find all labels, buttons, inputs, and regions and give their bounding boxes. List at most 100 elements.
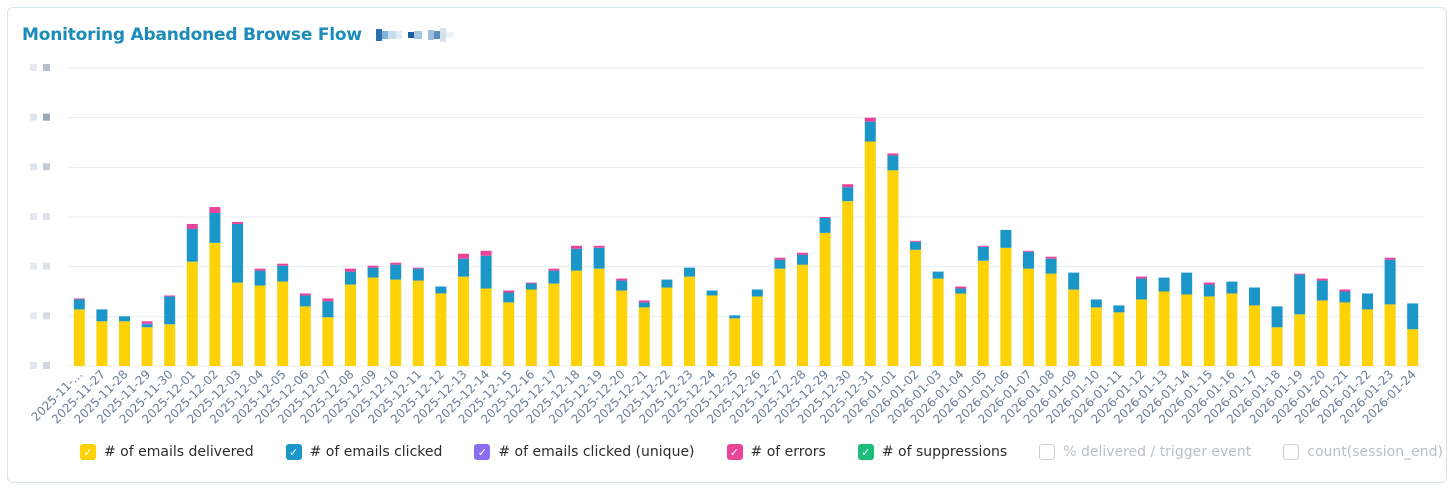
bar-of-errors bbox=[1384, 257, 1396, 260]
bar-of-emails-delivered bbox=[638, 307, 650, 366]
bar-of-emails-clicked bbox=[480, 255, 492, 289]
legend-label: count(session_end) bbox=[1307, 444, 1443, 460]
checkbox-checked-icon[interactable]: ✓ bbox=[857, 444, 874, 460]
redacted-label bbox=[375, 28, 454, 42]
chart-legend: ✓ # of emails delivered ✓ # of emails click… bbox=[80, 444, 1443, 460]
bar-of-emails-delivered bbox=[458, 276, 469, 366]
bar-of-emails-clicked bbox=[910, 241, 921, 250]
checkbox-checked-icon[interactable]: ✓ bbox=[285, 444, 302, 460]
legend-item[interactable]: ✓ # of suppressions bbox=[857, 444, 1007, 460]
legend-label: # of emails clicked bbox=[309, 444, 443, 460]
bar-of-emails-clicked bbox=[842, 187, 854, 202]
bar-of-errors bbox=[593, 245, 605, 248]
y-tick-label-redacted bbox=[30, 163, 50, 171]
checkbox-checked-icon[interactable]: ✓ bbox=[474, 444, 491, 460]
bar-of-errors bbox=[797, 252, 808, 255]
y-tick-label-redacted bbox=[30, 64, 50, 71]
bar-of-emails-delivered bbox=[1136, 299, 1147, 366]
bar-of-emails-delivered bbox=[525, 289, 537, 366]
bar-of-emails-clicked bbox=[774, 259, 786, 269]
bar-of-emails-delivered bbox=[141, 327, 153, 366]
bar-of-emails-clicked bbox=[1068, 272, 1080, 290]
bar-of-emails-clicked bbox=[435, 286, 447, 294]
bar-of-emails-clicked bbox=[186, 228, 198, 262]
bar-of-emails-clicked bbox=[638, 302, 650, 308]
bar-of-emails-delivered bbox=[367, 277, 379, 366]
bar-of-errors bbox=[1339, 289, 1351, 292]
bar-of-emails-clicked bbox=[1362, 293, 1373, 310]
bar-of-emails-delivered bbox=[503, 302, 515, 366]
bar-of-errors bbox=[322, 298, 334, 302]
bar-of-emails-delivered bbox=[887, 170, 899, 366]
bar-of-errors bbox=[232, 221, 243, 224]
bar-of-emails-clicked bbox=[751, 289, 763, 297]
bar-of-emails-delivered bbox=[1000, 247, 1012, 366]
bar-of-errors bbox=[1316, 278, 1328, 281]
y-tick-label-redacted bbox=[30, 312, 50, 320]
bar-of-emails-clicked bbox=[209, 213, 221, 243]
bar-of-emails-delivered bbox=[299, 306, 311, 366]
bar-of-errors bbox=[774, 257, 786, 260]
bar-of-emails-clicked bbox=[1181, 272, 1193, 295]
bar-of-emails-clicked bbox=[345, 271, 356, 285]
legend-item[interactable]: % delivered / trigger event bbox=[1039, 444, 1251, 460]
bar-of-emails-delivered bbox=[1384, 304, 1396, 366]
legend-item[interactable]: ✓ # of emails clicked (unique) bbox=[474, 444, 695, 460]
bar-of-errors bbox=[864, 117, 876, 122]
checkbox-empty-icon[interactable] bbox=[1039, 444, 1056, 460]
checkbox-empty-icon[interactable] bbox=[1283, 444, 1300, 460]
bar-of-errors bbox=[638, 300, 650, 303]
bar-of-emails-delivered bbox=[661, 287, 673, 366]
checkbox-checked-icon[interactable]: ✓ bbox=[726, 444, 743, 460]
legend-item[interactable]: ✓ # of emails clicked bbox=[285, 444, 443, 460]
bar-of-errors bbox=[525, 282, 537, 284]
bar-of-emails-delivered bbox=[480, 288, 492, 366]
legend-item[interactable]: count(session_end) bbox=[1283, 444, 1443, 460]
legend-item[interactable]: ✓ # of emails delivered bbox=[80, 444, 254, 460]
bar-of-emails-delivered bbox=[186, 261, 198, 366]
bar-of-emails-delivered bbox=[1339, 302, 1351, 366]
bar-of-errors bbox=[73, 298, 85, 300]
bar-of-emails-delivered bbox=[390, 279, 402, 366]
bar-of-errors bbox=[1045, 256, 1057, 259]
bar-of-emails-clicked bbox=[1249, 287, 1260, 306]
bar-of-emails-clicked bbox=[390, 264, 402, 280]
bar-of-emails-delivered bbox=[232, 282, 243, 366]
bar-of-emails-clicked bbox=[254, 270, 266, 286]
bar-of-emails-clicked bbox=[797, 254, 808, 265]
bar-of-errors bbox=[277, 263, 289, 266]
bar-of-emails-clicked bbox=[96, 309, 108, 322]
bar-of-errors bbox=[186, 223, 198, 229]
bar-of-emails-clicked bbox=[977, 246, 989, 261]
bar-of-emails-delivered bbox=[164, 324, 176, 366]
bar-of-emails-clicked bbox=[1294, 274, 1306, 315]
bar-of-errors bbox=[412, 267, 424, 269]
bar-of-errors bbox=[1023, 250, 1034, 252]
bar-of-emails-clicked bbox=[1023, 251, 1034, 269]
bar-of-errors bbox=[164, 295, 176, 297]
bar-of-emails-delivered bbox=[119, 321, 130, 366]
bar-of-emails-delivered bbox=[774, 268, 786, 366]
bar-of-emails-delivered bbox=[345, 284, 356, 366]
checkbox-checked-icon[interactable]: ✓ bbox=[80, 444, 96, 460]
bar-of-emails-clicked bbox=[571, 248, 582, 271]
bar-of-emails-delivered bbox=[571, 270, 582, 366]
bar-of-emails-clicked bbox=[684, 267, 695, 277]
bar-of-emails-delivered bbox=[1362, 309, 1373, 366]
bar-of-emails-delivered bbox=[1158, 291, 1170, 366]
bar-of-emails-clicked bbox=[819, 217, 831, 233]
bar-of-emails-delivered bbox=[1271, 327, 1283, 366]
bar-of-emails-clicked bbox=[525, 283, 537, 290]
bar-of-emails-delivered bbox=[277, 281, 289, 366]
bar-of-errors bbox=[548, 268, 560, 271]
bar-of-errors bbox=[254, 268, 266, 271]
bar-of-errors bbox=[1136, 276, 1147, 279]
bar-of-emails-delivered bbox=[1068, 289, 1080, 366]
bar-of-errors bbox=[299, 293, 311, 296]
legend-item[interactable]: ✓ # of errors bbox=[726, 444, 826, 460]
bar-of-errors bbox=[955, 286, 967, 289]
bar-of-errors bbox=[616, 278, 628, 281]
bar-of-errors bbox=[977, 245, 989, 247]
bar-of-emails-clicked bbox=[706, 290, 718, 296]
bar-of-emails-delivered bbox=[73, 309, 85, 366]
